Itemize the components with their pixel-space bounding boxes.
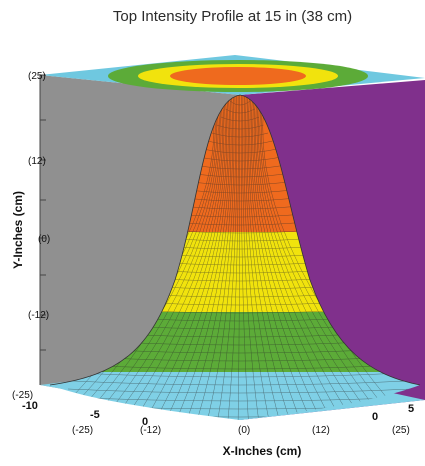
mesh-line	[83, 95, 220, 420]
mesh-line	[138, 95, 228, 420]
y-axis-ticks	[40, 74, 46, 351]
mesh-line	[240, 95, 250, 420]
mesh-line	[160, 95, 230, 420]
mesh-line	[248, 95, 305, 420]
mesh-line	[182, 95, 233, 420]
x-tick-in-0-left: 0	[142, 416, 148, 428]
mesh-line	[255, 95, 360, 420]
mesh-line	[171, 95, 232, 420]
chart-title: Top Intensity Profile at 15 in (38 cm)	[112, 8, 353, 25]
mesh-ring	[225, 108, 255, 114]
x-tick-cm-25: (25)	[392, 425, 410, 436]
x-tick-cm-minus-25: (-25)	[72, 425, 93, 436]
y-axis-label: Y-Inches (cm)	[11, 191, 25, 269]
mesh-line	[258, 95, 382, 420]
mesh-line	[242, 95, 261, 420]
x-tick-in-5: 5	[408, 403, 414, 415]
mesh-ring	[63, 396, 417, 402]
y-tick-25: (25)	[28, 71, 46, 82]
mesh-line	[116, 95, 225, 420]
mesh-ring	[198, 156, 282, 162]
y-tick-minus-25: (-25)	[12, 390, 33, 401]
mesh-ring	[211, 132, 269, 138]
mesh-line	[253, 95, 349, 420]
mesh-ring	[207, 140, 273, 146]
mesh-line	[259, 95, 393, 420]
mesh-line	[251, 95, 327, 420]
top-ring-orange	[170, 67, 306, 85]
mesh-line	[50, 95, 216, 420]
surface-mesh	[50, 95, 420, 420]
mesh-ring	[202, 148, 278, 154]
peak-outline	[49, 94, 421, 386]
mesh-ring	[76, 372, 404, 378]
mesh-line	[215, 95, 238, 420]
mesh-ring	[220, 116, 260, 122]
x-tick-in-minus-10: -10	[22, 400, 38, 412]
mesh-line	[252, 95, 338, 420]
mesh-ring	[67, 388, 413, 394]
mesh-line	[256, 95, 371, 420]
mesh-line	[127, 95, 226, 420]
x-tick-in-minus-5: -5	[90, 409, 100, 421]
x-tick-cm-0: (0)	[238, 425, 250, 436]
mesh-line	[226, 95, 239, 420]
mesh-ring	[216, 124, 264, 130]
mesh-ring	[193, 164, 287, 170]
mesh-ring	[229, 100, 251, 106]
mesh-line	[237, 95, 240, 420]
mesh-line	[245, 95, 283, 420]
y-tick-minus-12: (-12)	[28, 310, 49, 321]
mesh-line	[149, 95, 229, 420]
x-tick-cm-minus-12: (-12)	[140, 425, 161, 436]
y-tick-0: (0)	[38, 234, 50, 245]
mesh-line	[193, 95, 235, 420]
mesh-line	[262, 95, 415, 420]
mesh-ring	[72, 380, 408, 386]
mesh-line	[61, 95, 217, 420]
mesh-line	[72, 95, 219, 420]
mesh-line	[243, 95, 272, 420]
y-tick-12: (12)	[28, 156, 46, 167]
mesh-line	[204, 95, 236, 420]
x-tick-in-0-right: 0	[372, 411, 378, 423]
x-tick-cm-12: (12)	[312, 425, 330, 436]
mesh-line	[246, 95, 294, 420]
x-axis-label: X-Inches (cm)	[223, 444, 302, 458]
mesh-ring	[85, 356, 395, 362]
mesh-ring	[81, 364, 399, 370]
